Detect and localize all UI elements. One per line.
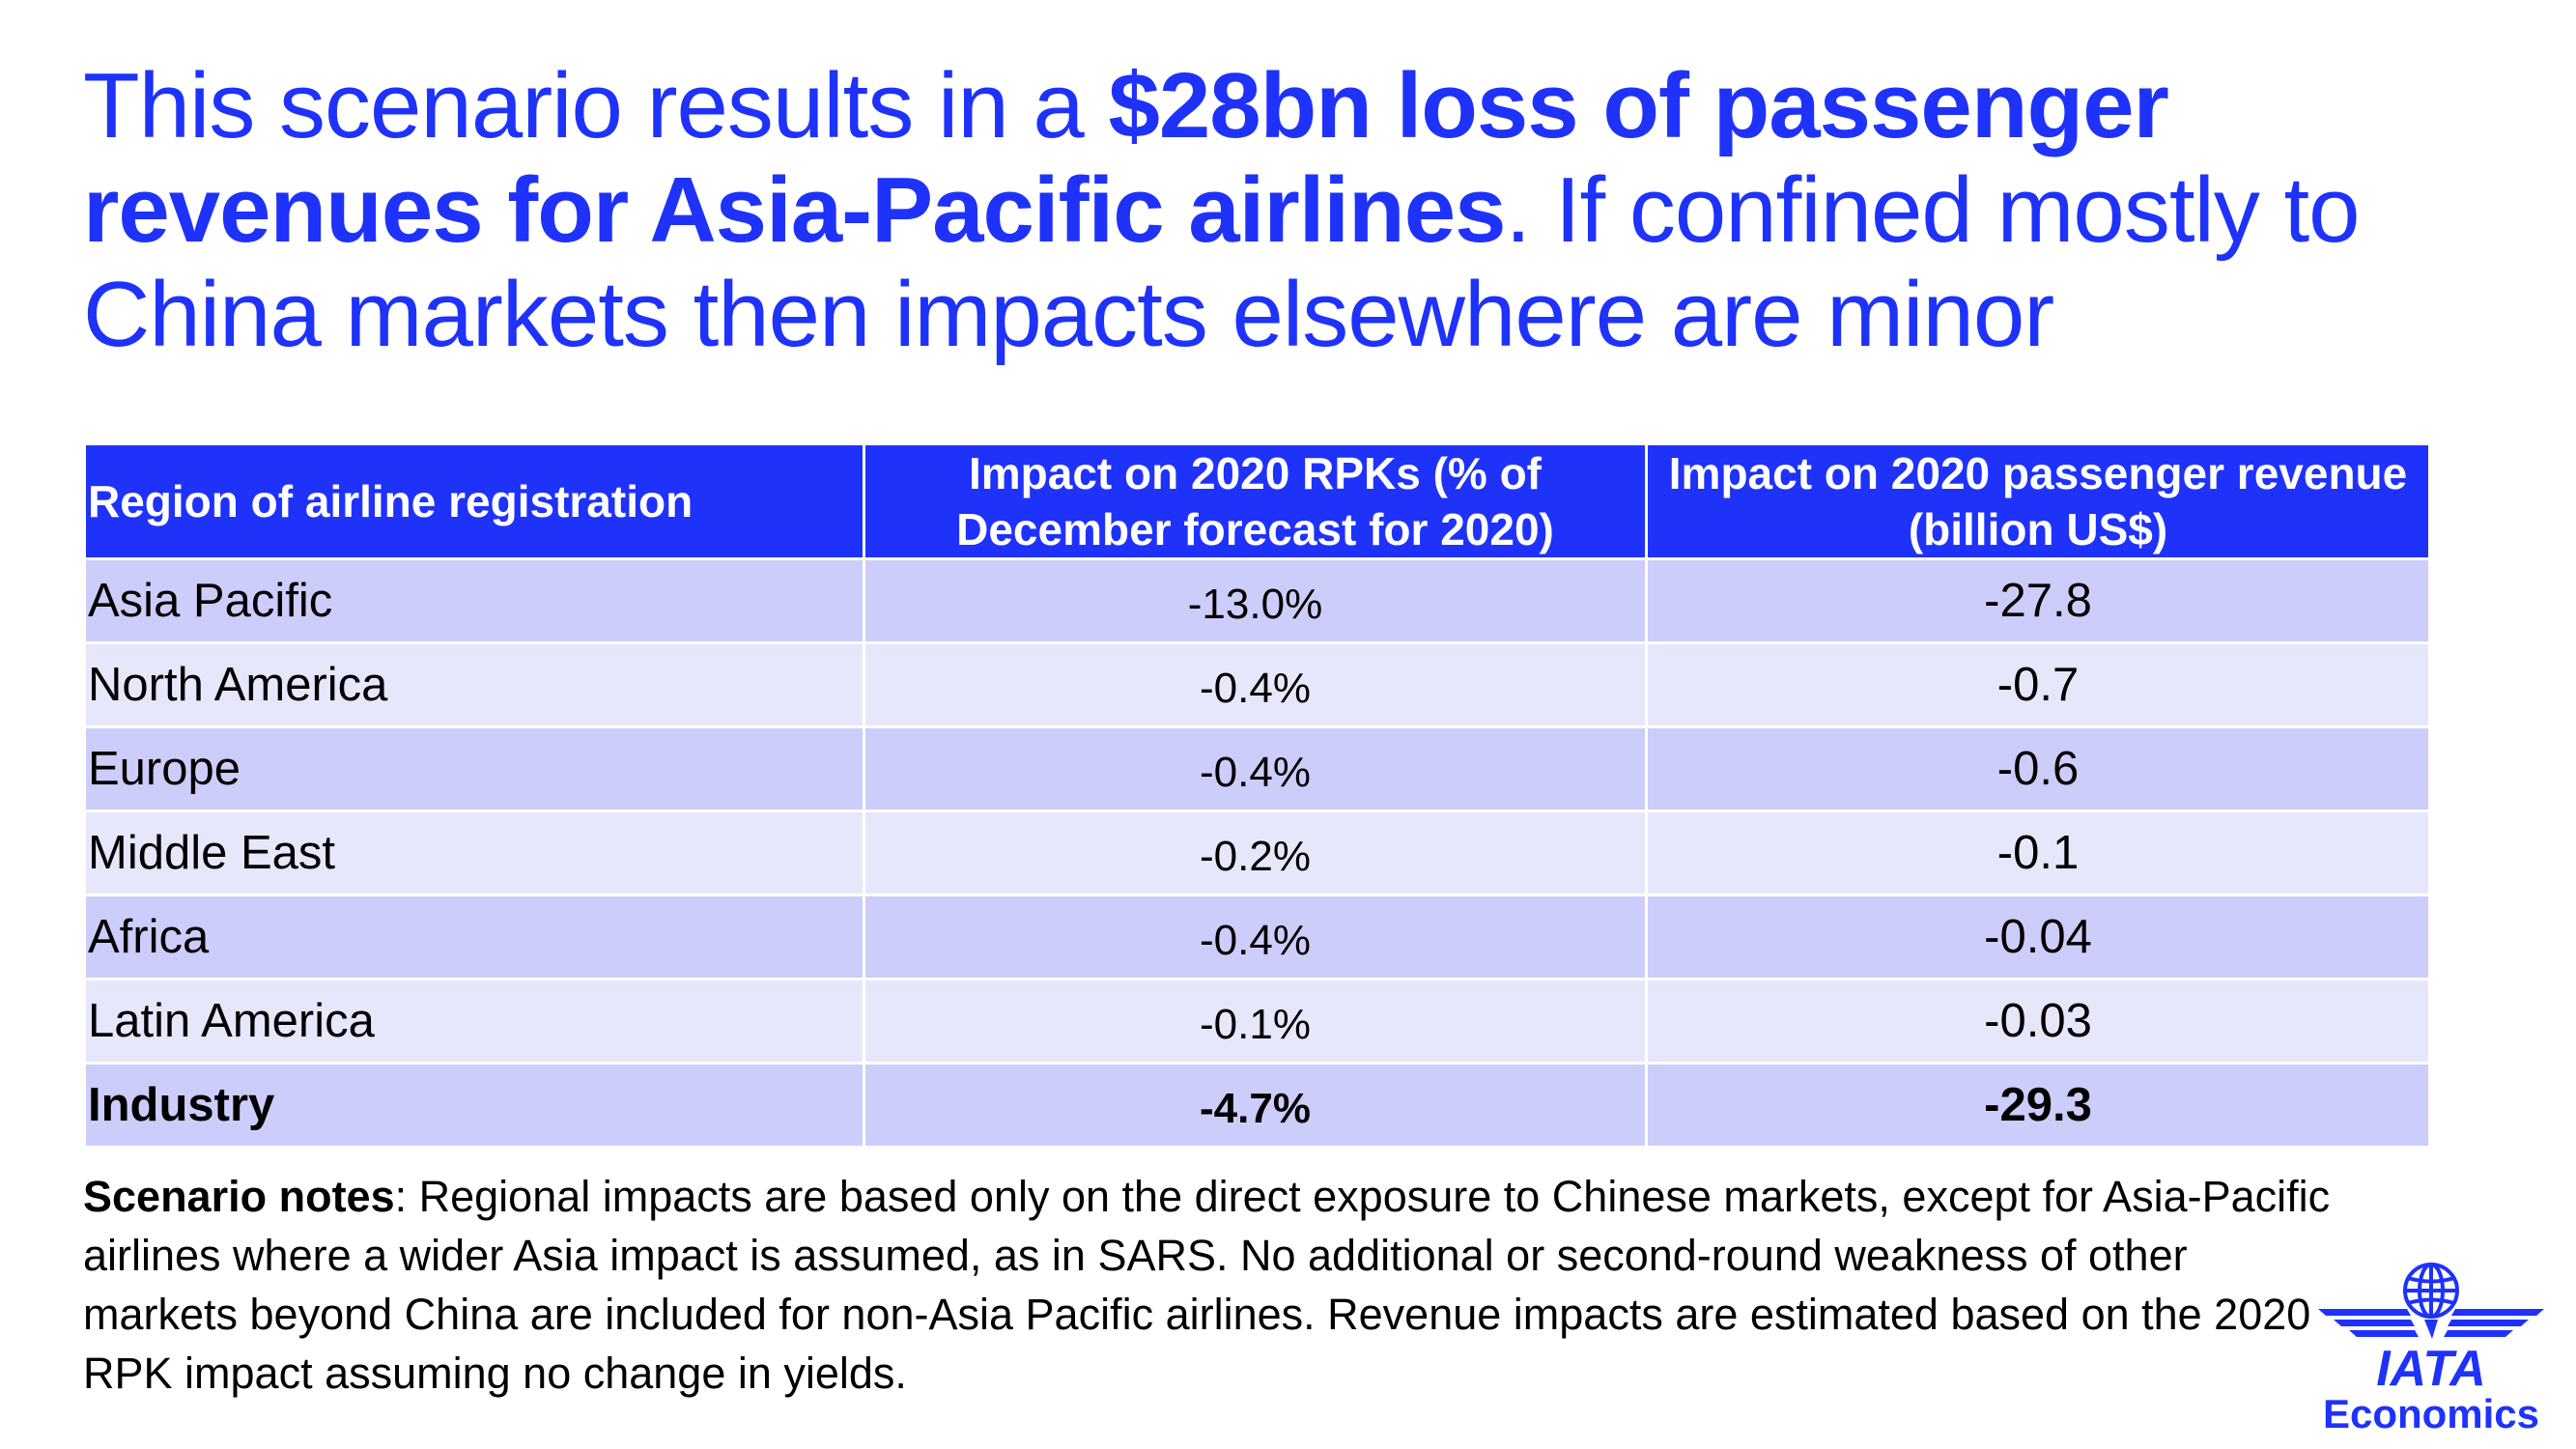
rpk-cell: -0.4% (863, 894, 1648, 980)
revenue-cell: -0.1 (1645, 810, 2431, 896)
revenue-cell: -0.03 (1645, 978, 2431, 1065)
region-cell: Europe (83, 725, 865, 812)
logo-brand: IATA (2376, 1341, 2486, 1397)
rpk-cell: -0.2% (863, 810, 1648, 896)
region-cell: Industry (83, 1062, 865, 1149)
iata-globe-wings-icon: IATA (2318, 1263, 2544, 1397)
title-text-lead: This scenario results in a (83, 54, 1109, 157)
header-rpk-impact: Impact on 2020 RPKs (% of December forec… (863, 442, 1648, 560)
table-row: Africa -0.4% -0.04 (83, 894, 2431, 980)
rpk-cell: -0.4% (863, 641, 1648, 728)
region-cell: Asia Pacific (83, 557, 865, 644)
table-row: Latin America -0.1% -0.03 (83, 978, 2431, 1065)
title-text-tail: . If confined mostly to China markets th… (83, 158, 2361, 366)
region-cell: Middle East (83, 810, 865, 896)
table-row: Asia Pacific -13.0% -27.8 (83, 557, 2431, 644)
header-region: Region of airline registration (83, 442, 865, 560)
impact-table: Region of airline registration Impact on… (83, 442, 2431, 1149)
region-cell: Latin America (83, 978, 865, 1065)
notes-label: Scenario notes (83, 1172, 395, 1221)
rpk-cell: -13.0% (863, 557, 1648, 644)
rpk-cell: -0.4% (863, 725, 1648, 812)
page-title: This scenario results in a $28bn loss of… (83, 54, 2517, 367)
revenue-cell: -0.7 (1645, 641, 2431, 728)
table-row: Middle East -0.2% -0.1 (83, 810, 2431, 896)
rpk-cell: -0.1% (863, 978, 1648, 1065)
logo-subtitle: Economics (2322, 1391, 2540, 1436)
revenue-cell: -27.8 (1645, 557, 2431, 644)
table-total-row: Industry -4.7% -29.3 (83, 1062, 2431, 1149)
title-text-highlight: $28bn loss of passenger revenues for Asi… (83, 54, 2169, 262)
region-cell: Africa (83, 894, 865, 980)
region-cell: North America (83, 641, 865, 728)
notes-text: : Regional impacts are based only on the… (83, 1172, 2331, 1398)
rpk-cell: -4.7% (863, 1062, 1648, 1149)
revenue-cell: -0.6 (1645, 725, 2431, 812)
header-revenue-impact: Impact on 2020 passenger revenue (billio… (1645, 442, 2431, 560)
revenue-cell: -29.3 (1645, 1062, 2431, 1149)
table-header-row: Region of airline registration Impact on… (83, 442, 2431, 560)
scenario-notes: Scenario notes: Regional impacts are bas… (83, 1167, 2334, 1403)
table-row: Europe -0.4% -0.6 (83, 725, 2431, 812)
revenue-cell: -0.04 (1645, 894, 2431, 980)
table-row: North America -0.4% -0.7 (83, 641, 2431, 728)
